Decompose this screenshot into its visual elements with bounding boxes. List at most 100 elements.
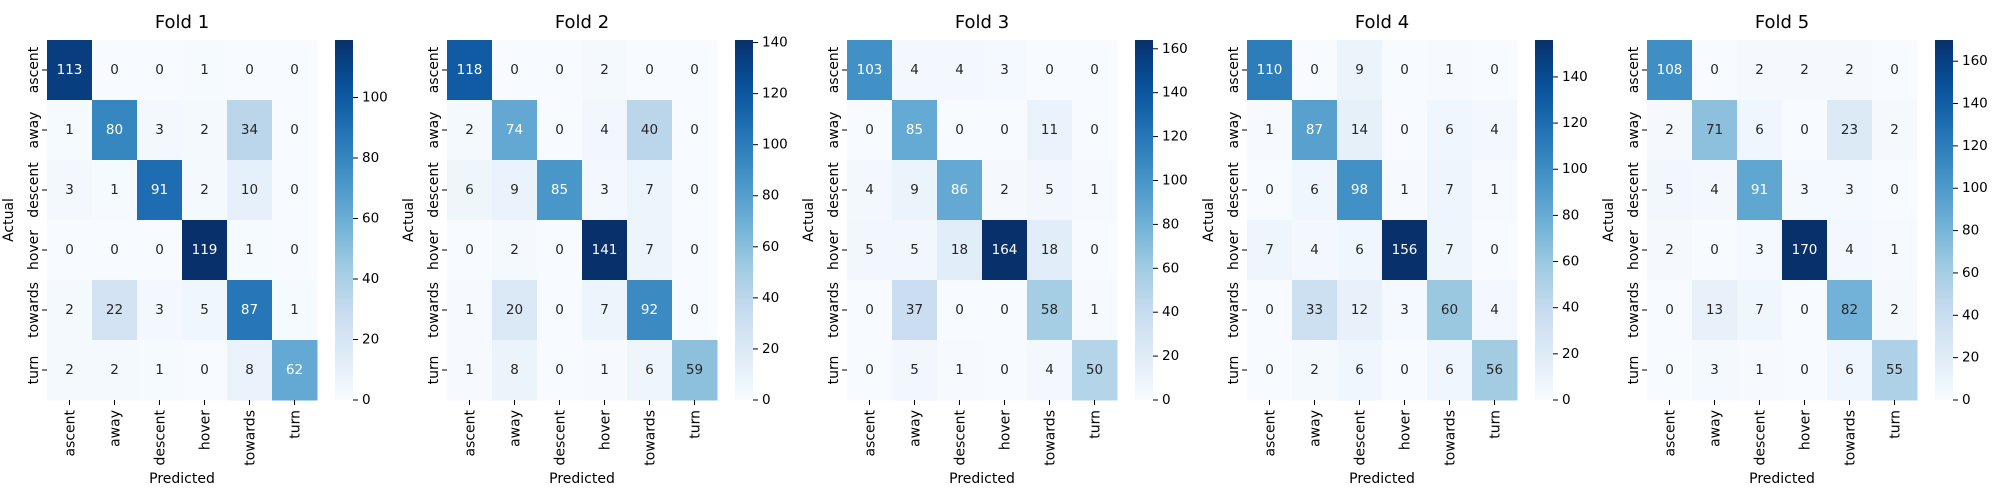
cell-value-label: 5	[910, 362, 919, 378]
cell-value-label: 3	[1400, 302, 1409, 318]
colorbar-tick-label: 0	[362, 392, 371, 408]
heatmap-cell	[1872, 40, 1918, 101]
heatmap-cell	[182, 280, 228, 341]
y-tick-label: hover	[826, 230, 842, 270]
cell-value-label: 2	[1845, 62, 1854, 78]
colorbar-tick-label: 20	[1162, 348, 1179, 364]
heatmap-cell	[1872, 100, 1918, 161]
y-tick-label: ascent	[1626, 46, 1642, 93]
cell-value-label: 0	[1000, 122, 1009, 138]
cell-value-label: 7	[645, 242, 654, 258]
cell-value-label: 0	[1890, 182, 1899, 198]
heatmap-cell	[982, 220, 1028, 281]
heatmap-cell	[1737, 220, 1783, 281]
cell-value-label: 34	[241, 122, 258, 138]
colorbar	[1135, 40, 1153, 400]
heatmap-cell	[1872, 160, 1918, 221]
cell-value-label: 0	[1090, 62, 1099, 78]
cell-value-label: 92	[641, 302, 658, 318]
heatmap-cell	[1737, 280, 1783, 341]
colorbar-tick-label: 80	[1562, 207, 1579, 223]
cell-value-label: 0	[1890, 62, 1899, 78]
heatmap-cell	[137, 340, 183, 401]
heatmap-cell	[272, 100, 318, 161]
cell-value-label: 0	[1265, 302, 1274, 318]
heatmap-cell	[847, 220, 893, 281]
cell-value-label: 1	[110, 182, 119, 198]
cell-value-label: 62	[286, 362, 303, 378]
colorbar	[735, 40, 753, 400]
cell-value-label: 3	[1845, 182, 1854, 198]
y-tick-label: turn	[826, 356, 842, 385]
heatmap-cell	[1427, 100, 1473, 161]
heatmap-cell	[892, 220, 938, 281]
heatmap-cell	[447, 160, 493, 221]
x-axis-label: Predicted	[1349, 471, 1415, 487]
heatmap-cell	[537, 280, 583, 341]
cell-value-label: 37	[906, 302, 923, 318]
cell-value-label: 1	[200, 62, 209, 78]
cell-value-label: 3	[1755, 242, 1764, 258]
cell-value-label: 1	[155, 362, 164, 378]
heatmap-cell	[1027, 100, 1073, 161]
colorbar	[1535, 40, 1553, 400]
heatmap-cell	[1027, 160, 1073, 221]
cell-value-label: 0	[1490, 62, 1499, 78]
heatmap-cell	[1337, 340, 1383, 401]
cell-value-label: 3	[155, 302, 164, 318]
heatmap-cell	[1292, 100, 1338, 161]
heatmap-cell	[272, 160, 318, 221]
cell-value-label: 0	[1265, 182, 1274, 198]
cell-value-label: 119	[192, 242, 218, 258]
colorbar-tick-label: 20	[762, 341, 779, 357]
heatmap-cell	[1382, 100, 1428, 161]
cell-value-label: 2	[1665, 242, 1674, 258]
cell-value-label: 86	[951, 182, 968, 198]
cell-value-label: 0	[110, 242, 119, 258]
y-axis-label: Actual	[1, 198, 17, 242]
x-tick-label: towards	[1443, 410, 1459, 466]
y-axis-label: Actual	[801, 198, 817, 242]
heatmap-cell	[1827, 340, 1873, 401]
cell-value-label: 80	[106, 122, 123, 138]
cell-value-label: 2	[1000, 182, 1009, 198]
colorbar-tick-label: 80	[762, 188, 779, 204]
heatmap-cell	[1647, 280, 1693, 341]
panel-title: Fold 4	[1355, 12, 1409, 33]
cell-value-label: 0	[510, 62, 519, 78]
cell-value-label: 170	[1792, 242, 1818, 258]
heatmap-cell	[537, 160, 583, 221]
heatmap-cell	[492, 280, 538, 341]
cell-value-label: 14	[1351, 122, 1368, 138]
heatmap-cell	[272, 340, 318, 401]
heatmap-cell	[1472, 220, 1518, 281]
cell-value-label: 4	[1710, 182, 1719, 198]
cell-value-label: 1	[1265, 122, 1274, 138]
cell-value-label: 58	[1041, 302, 1058, 318]
heatmap-cell	[627, 100, 673, 161]
heatmap-cell	[1472, 280, 1518, 341]
x-axis-label: Predicted	[549, 471, 615, 487]
heatmap-cell	[47, 160, 93, 221]
cell-value-label: 18	[1041, 242, 1058, 258]
heatmap-cell	[537, 100, 583, 161]
colorbar-tick-label: 160	[1162, 41, 1188, 57]
colorbar-tick-label: 100	[762, 137, 788, 153]
colorbar-tick-label: 20	[362, 331, 379, 347]
heatmap-cell	[137, 220, 183, 281]
colorbar-tick-label: 120	[1962, 138, 1988, 154]
y-tick-label: hover	[1226, 230, 1242, 270]
y-axis-label: Actual	[401, 198, 417, 242]
cell-value-label: 1	[1090, 302, 1099, 318]
y-tick-label: descent	[26, 162, 42, 218]
cell-value-label: 2	[1800, 62, 1809, 78]
cell-value-label: 33	[1306, 302, 1323, 318]
cell-value-label: 110	[1257, 62, 1283, 78]
cell-value-label: 82	[1841, 302, 1858, 318]
heatmap-cell	[1427, 280, 1473, 341]
heatmap-cell	[1427, 40, 1473, 101]
colorbar-tick-label: 0	[1162, 392, 1171, 408]
cell-value-label: 6	[1355, 242, 1364, 258]
heatmap-cell	[492, 340, 538, 401]
heatmap-cell	[1337, 280, 1383, 341]
